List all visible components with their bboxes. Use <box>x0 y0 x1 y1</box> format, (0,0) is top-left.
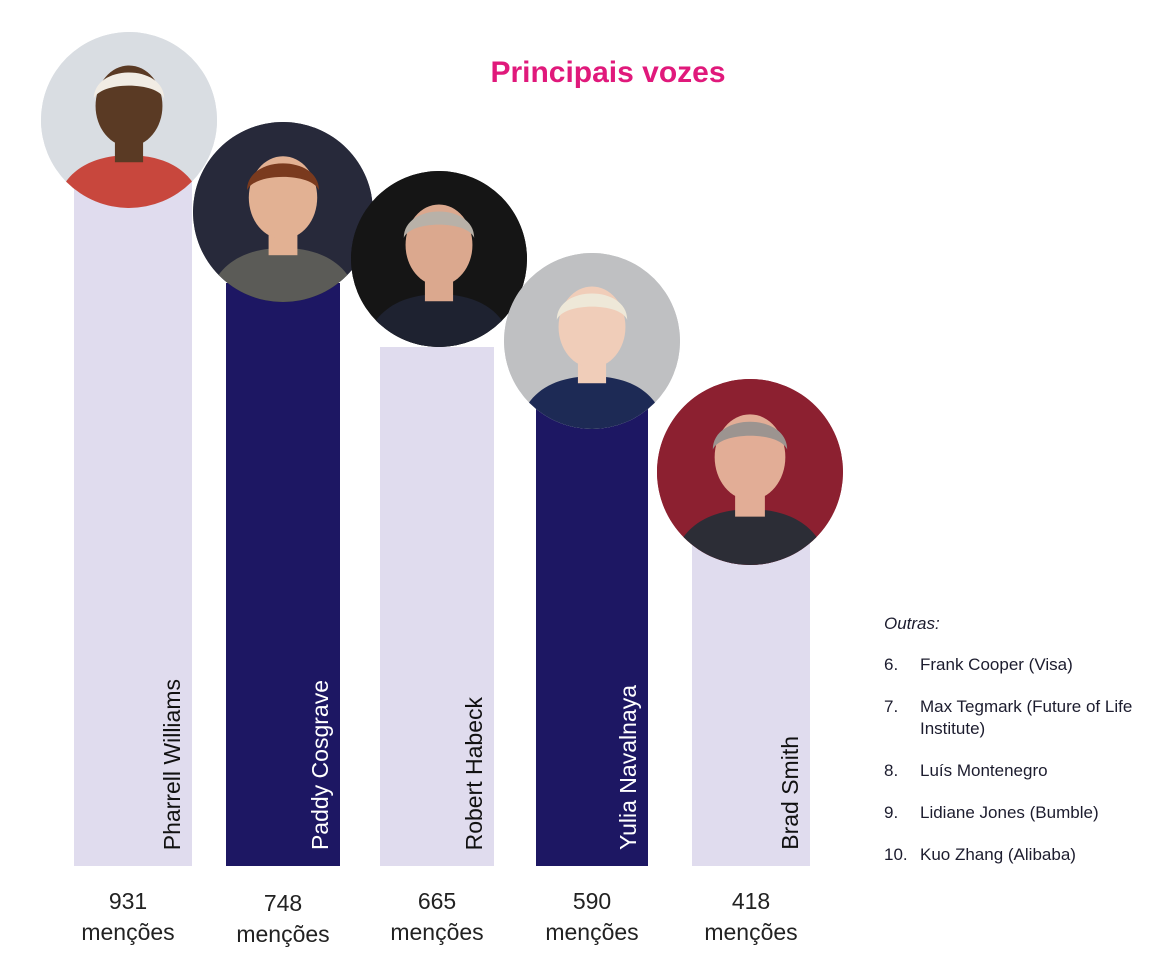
others-item-label: Lidiane Jones (Bumble) <box>920 803 1099 822</box>
others-item-label: Frank Cooper (Visa) <box>920 655 1073 674</box>
data-label-unit: menções <box>545 919 639 945</box>
data-label-value: 665 <box>417 888 457 914</box>
others-item-number: 10. <box>884 845 908 864</box>
person-grey-hair-icon <box>351 171 527 348</box>
data-label-value: 748 <box>263 890 303 916</box>
data-label-unit: menções <box>236 921 330 947</box>
others-item: 10. Kuo Zhang (Alibaba) <box>884 844 1164 866</box>
data-label: 748 menções <box>208 888 358 950</box>
bar-label: Robert Habeck <box>461 696 487 850</box>
bar: Paddy Cosgrave <box>226 282 340 866</box>
bar: Brad Smith <box>692 540 810 866</box>
others-title: Outras: <box>884 614 940 633</box>
others-item-number: 6. <box>884 655 899 674</box>
bar: Yulia Navalnaya <box>536 405 648 866</box>
data-label-unit: menções <box>704 919 798 945</box>
bar-label: Pharrell Williams <box>159 678 185 850</box>
bar-label: Paddy Cosgrave <box>307 679 333 850</box>
bar-label: Brad Smith <box>777 736 803 850</box>
data-label-value: 931 <box>108 888 148 914</box>
bar: Pharrell Williams <box>74 140 192 866</box>
bar-label: Yulia Navalnaya <box>615 685 641 850</box>
data-label: 665 menções <box>362 886 512 948</box>
others-item: 7. Max Tegmark (Future of Life Institute… <box>884 696 1164 740</box>
bar: Robert Habeck <box>380 347 494 866</box>
data-label: 931 menções <box>53 886 203 948</box>
others-item-number: 8. <box>884 761 899 780</box>
person-speaker-icon <box>657 379 843 566</box>
data-label-value: 418 <box>731 888 771 914</box>
others-item: 9. Lidiane Jones (Bumble) <box>884 802 1164 824</box>
data-label: 590 menções <box>517 886 667 948</box>
chart-title: Principais vozes <box>490 56 726 89</box>
others-item: 8. Luís Montenegro <box>884 760 1164 782</box>
data-label: 418 menções <box>676 886 826 948</box>
person-cap-sunglasses-icon <box>41 32 217 208</box>
data-label-unit: menções <box>81 919 175 945</box>
data-label-value: 590 <box>572 888 612 914</box>
others-item-label: Kuo Zhang (Alibaba) <box>920 845 1076 864</box>
data-label-unit: menções <box>390 919 484 945</box>
others-item-number: 9. <box>884 803 899 822</box>
others-item-label: Luís Montenegro <box>920 761 1048 780</box>
person-blonde-icon <box>504 252 680 429</box>
others-item-label: Max Tegmark (Future of Life Institute) <box>920 697 1133 738</box>
others-list: Outras: 6. Frank Cooper (Visa) 7. Max Te… <box>884 614 1164 886</box>
others-item: 6. Frank Cooper (Visa) <box>884 654 1164 676</box>
others-item-number: 7. <box>884 697 899 716</box>
person-glasses-icon <box>193 121 373 302</box>
